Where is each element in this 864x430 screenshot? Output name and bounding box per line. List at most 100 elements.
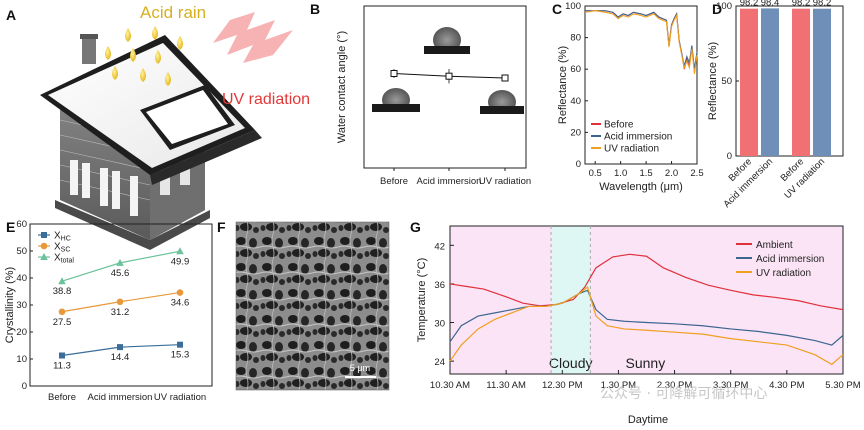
legend-subscript: SC [61,247,71,254]
panel-g-marks: Cloudy Sunny 24 30 36 42 10.30 AM 11.30 AM 12.30… [430,226,861,391]
series-line-1 [585,10,698,70]
legend-marker [40,242,48,250]
data-point [58,308,66,316]
y-tick-label: 10 [16,354,27,365]
legend-marker [41,232,47,238]
panel-c-frame [584,5,698,165]
panel-label-c: C [552,1,562,17]
data-label: 14.4 [111,352,130,363]
region-background-early [450,226,552,374]
panel-d-ylabel: Reflectance (%) [707,42,719,120]
legend-label: Xtotal [54,253,74,265]
series-line-1 [449,289,844,346]
x-tick-label: 12.30 PM [542,380,583,391]
data-label: 11.3 [53,360,71,371]
y-tick-label: 100 [565,1,581,12]
x-tick-label: UV radiation [479,176,531,187]
panel-c: C Reflectance (%) Wavelength (μm) 0.5 1.0… [552,1,704,193]
uv-wave-icon [213,12,293,63]
sem-image [236,222,389,390]
legend-label: Acid immersion [604,132,672,143]
house-illustration [40,12,293,250]
panel-g-regions [450,226,843,374]
panel-a: A [6,3,310,250]
panel-b-frame [363,5,527,169]
scale-bar-label: 5 μm [350,363,370,373]
x-tick-label: 11.30 AM [486,380,526,391]
legend-subscript: total [61,258,75,265]
panel-label-f: F [217,219,226,235]
panel-b: B Water contact angle (°) Before Acid imm… [310,1,531,187]
y-tick-label: 60 [16,219,27,230]
series-line-2 [584,10,698,75]
y-tick-label: 100 [716,1,732,12]
acid-rain-label: Acid rain [140,3,206,22]
data-label: 15.3 [171,350,190,361]
y-tick-label: 30 [434,319,445,330]
region-label: Cloudy [549,355,593,371]
y-tick-label: 0 [727,151,732,162]
panel-b-ylabel: Water contact angle (°) [336,31,348,143]
panel-e: E Crystallinity (%) 0 10 20 30 40 50 60 Before A… [4,219,213,403]
data-point [116,298,124,306]
x-tick-label: 2.0 [665,168,678,179]
y-tick-label: 0 [576,159,581,170]
data-point [501,74,509,82]
y-tick-label: 24 [434,357,445,368]
legend-label: Acid immersion [756,254,824,265]
legend-label: UV radiation [756,268,811,279]
y-tick-label: 40 [570,96,581,107]
x-tick-label: 3.30 PM [713,380,748,391]
data-label: 27.5 [53,317,72,328]
data-label: 49.9 [171,256,190,267]
panel-e-ylabel: Crystallinity (%) [4,267,16,343]
data-point [58,277,66,285]
x-tick-label: 2.5 [690,168,703,179]
uv-radiation-label: UV radiation [222,91,310,108]
legend-label: Before [604,120,634,131]
legend-label: UV radiation [604,144,659,155]
panel-g: G Temperature (°C) Daytime Cloudy Sunny 24… [410,219,861,426]
watermark: 公众号 · 可降解可循环中心 [600,386,767,402]
y-tick-label: 60 [570,64,581,75]
data-label: 45.6 [111,268,130,279]
panel-c-xlabel: Wavelength (μm) [599,181,683,193]
x-tick-label: Before [48,392,76,403]
x-tick-label: 1.30 PM [601,380,636,391]
x-tick-label: 10.30 AM [430,380,470,391]
data-point [117,344,123,351]
bar-value-label: 98.2 [740,0,759,9]
x-tick-label: Before [380,176,408,187]
y-tick-label: 42 [434,241,445,252]
x-tick-label: UV radiation [154,392,206,403]
y-tick-label: 50 [721,76,732,87]
series-line-2 [449,286,844,366]
y-tick-label: 50 [16,246,27,257]
data-point [59,352,65,359]
series-line-0 [585,10,698,73]
panel-label-a: A [6,7,16,23]
y-tick-label: 36 [434,280,445,291]
data-label: 38.8 [53,286,72,297]
panel-g-frame [449,225,844,375]
droplet-photo-before [372,82,420,112]
x-tick-label: Acid immersion [88,392,153,403]
y-tick-label: 40 [16,273,27,284]
y-tick-label: 20 [570,127,581,138]
panel-label-g: G [410,219,421,235]
panel-label-b: B [310,1,320,17]
y-tick-label: 30 [16,300,27,311]
droplet-photo-acid [424,22,470,54]
droplet-photo-uv [480,84,524,114]
bar-value-label: 98.2 [813,0,832,9]
bar [792,8,810,157]
bar [813,8,831,157]
x-tick-label: 5.30 PM [825,380,860,391]
bar-value-label: 98.4 [761,0,780,8]
x-tick-label: 0.5 [589,168,602,179]
data-point [390,70,398,77]
panel-g-xlabel: Daytime [628,414,668,426]
